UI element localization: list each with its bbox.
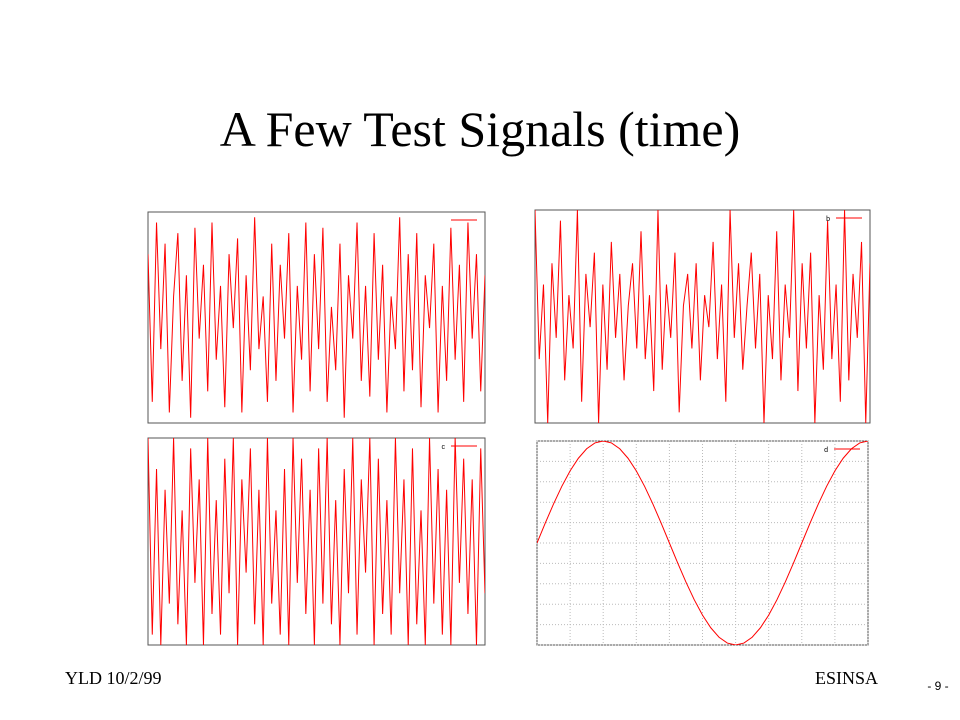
page-number: - 9 - [927, 679, 948, 693]
footer-left: YLD 10/2/99 [65, 668, 162, 688]
footer-right: ESINSA [815, 668, 878, 688]
legend-label: d [824, 447, 828, 454]
signal-line [148, 217, 485, 418]
legend-label: c [442, 444, 446, 451]
legend-label: b [826, 216, 830, 223]
slide-title: A Few Test Signals (time) [220, 101, 741, 157]
signal-line [535, 210, 870, 423]
signal-line [148, 438, 485, 645]
signal-line [537, 441, 868, 645]
plot-frame [534, 209, 871, 424]
